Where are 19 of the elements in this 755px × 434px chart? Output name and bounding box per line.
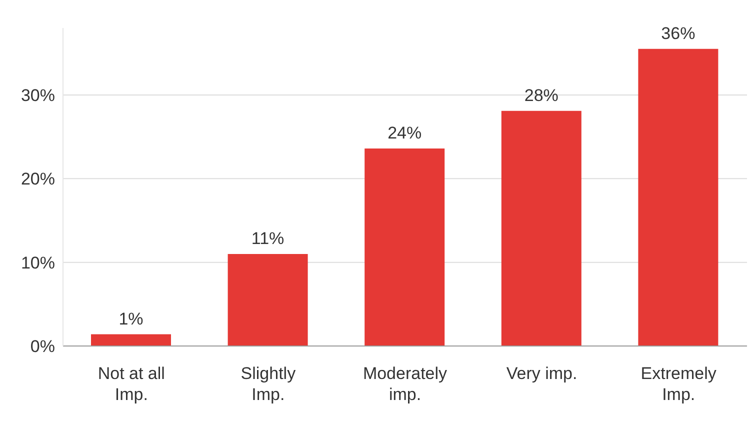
bar [638, 48, 718, 346]
y-tick-label: 0% [30, 337, 55, 356]
x-tick-label: Moderately imp. [362, 364, 448, 404]
data-label: 24% [388, 124, 422, 143]
x-tick-label: Slightly Imp. [240, 364, 296, 404]
x-tick-label: Not at all Imp. [98, 364, 165, 404]
data-label: 28% [524, 86, 558, 105]
bar [228, 254, 308, 346]
y-tick-label: 20% [20, 170, 55, 189]
bar [501, 110, 582, 346]
data-label: 11% [251, 228, 284, 248]
x-tick-label: Very imp. [506, 364, 578, 383]
data-label: 1% [118, 309, 144, 328]
bar [91, 334, 171, 346]
bar [364, 148, 445, 346]
data-label: 36% [661, 24, 696, 43]
y-tick-label: 10% [20, 253, 55, 272]
x-tick-label: Extremely Imp. [640, 364, 717, 404]
y-tick-label: 30% [20, 86, 55, 105]
